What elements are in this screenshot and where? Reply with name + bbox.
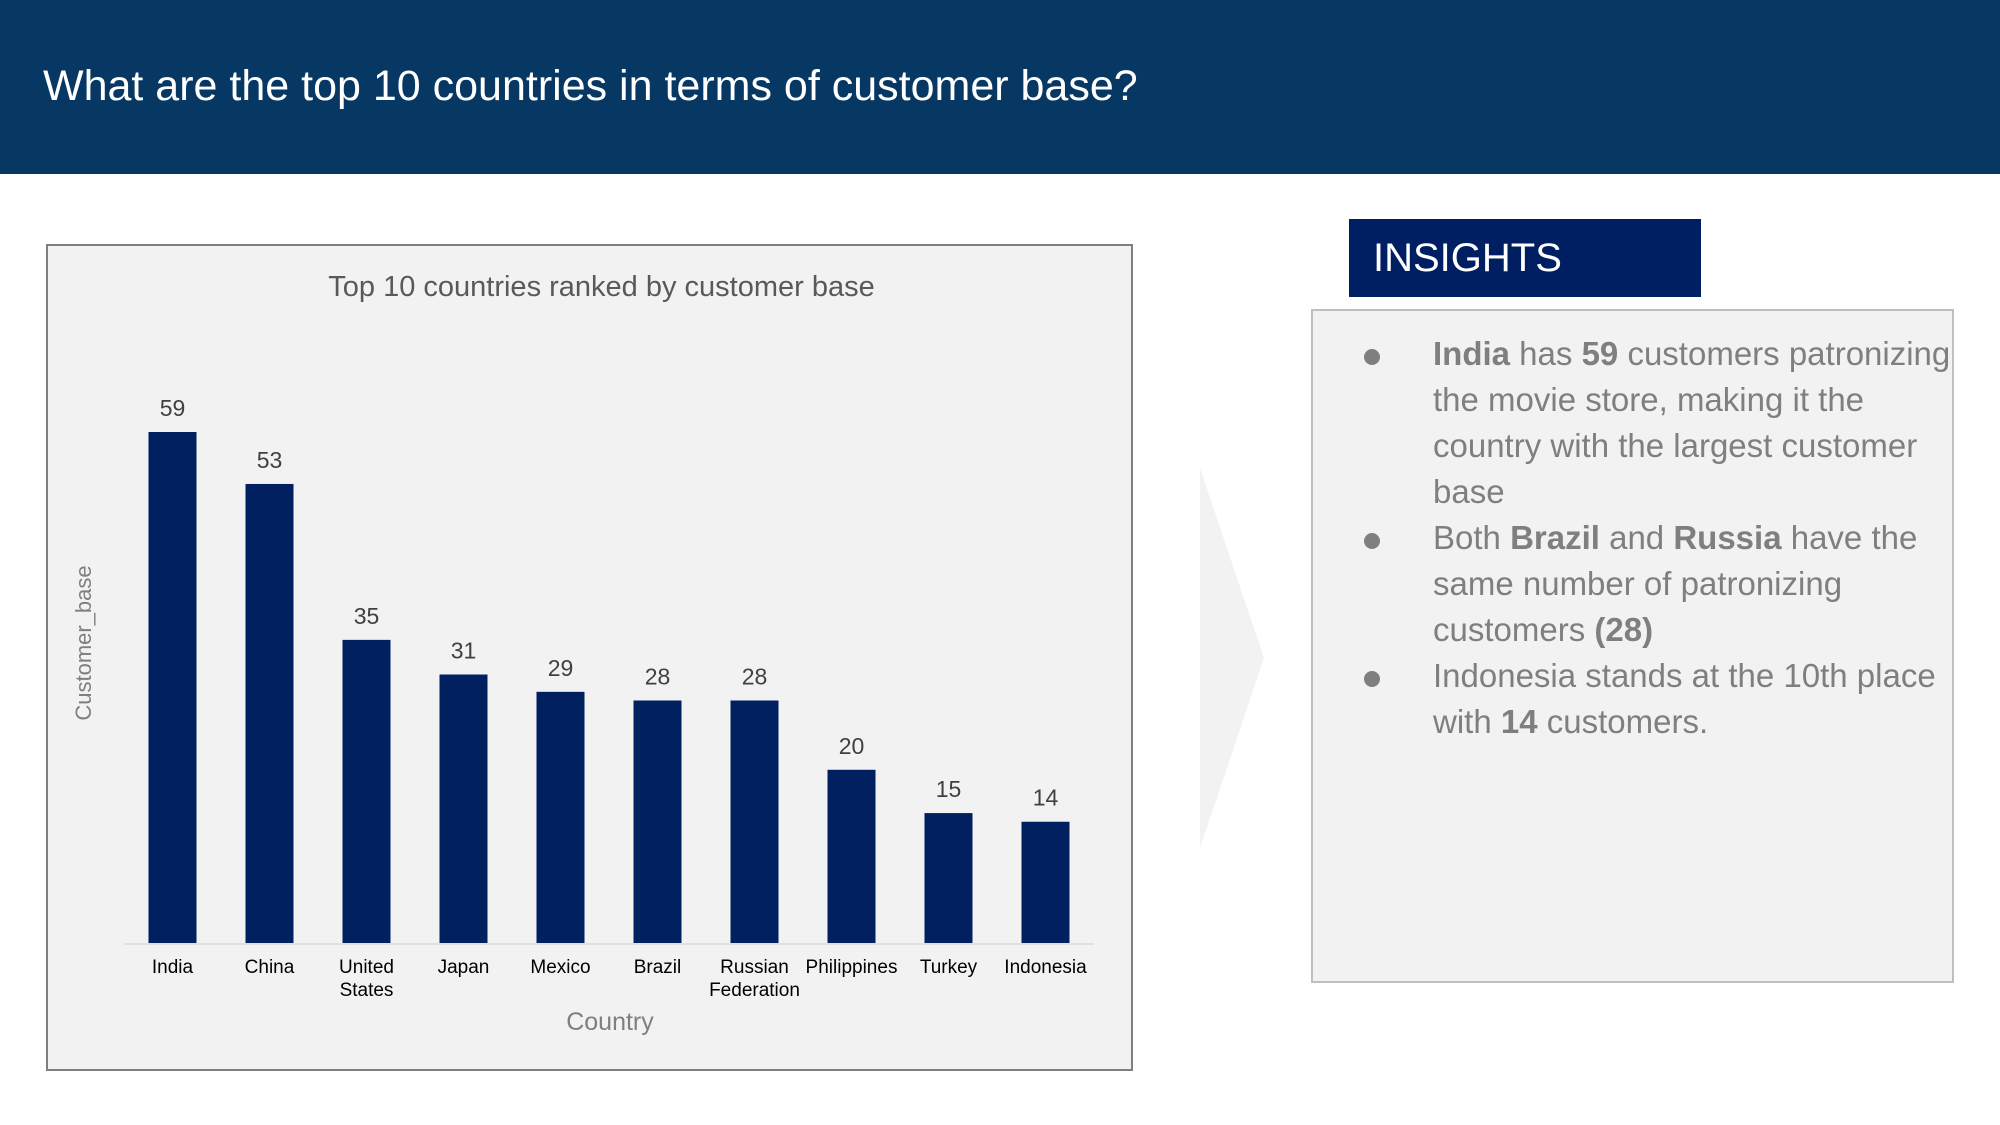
insights-list: India has 59 customers patronizing the m… bbox=[1313, 331, 1953, 745]
insight-item: Indonesia stands at the 10th place with … bbox=[1313, 653, 1953, 745]
data-label: 31 bbox=[451, 638, 477, 664]
tick-label: Turkey bbox=[920, 957, 978, 978]
data-label: 29 bbox=[548, 655, 574, 681]
bar bbox=[633, 700, 682, 943]
insight-text: India has 59 customers patronizing the m… bbox=[1433, 335, 1951, 510]
data-label: 28 bbox=[645, 663, 671, 689]
data-label: 59 bbox=[160, 395, 186, 421]
header-bar: What are the top 10 countries in terms o… bbox=[0, 0, 2000, 174]
data-label: 53 bbox=[257, 447, 283, 473]
insight-item: Both Brazil and Russia have the same num… bbox=[1313, 515, 1953, 653]
data-label: 20 bbox=[839, 733, 865, 759]
data-label: 14 bbox=[1033, 785, 1059, 811]
insight-text: Indonesia stands at the 10th place with … bbox=[1433, 657, 1936, 740]
data-label: 35 bbox=[354, 603, 380, 629]
insights-panel: India has 59 customers patronizing the m… bbox=[1311, 309, 1954, 983]
tick-label: Mexico bbox=[530, 957, 590, 978]
bar bbox=[1021, 821, 1070, 943]
bar-chart: Top 10 countries ranked by customer base… bbox=[71, 271, 1094, 1036]
tick-label: United States bbox=[339, 957, 394, 1001]
insights-header: INSIGHTS bbox=[1349, 219, 1701, 297]
tick-label: Indonesia bbox=[1004, 957, 1087, 978]
chart-panel: Top 10 countries ranked by customer base… bbox=[46, 244, 1133, 1071]
insight-item: India has 59 customers patronizing the m… bbox=[1313, 331, 1953, 515]
tick-label: Brazil bbox=[634, 957, 682, 978]
bullet-icon bbox=[1364, 349, 1380, 365]
insight-text: Both Brazil and Russia have the same num… bbox=[1433, 519, 1918, 648]
bar bbox=[245, 483, 294, 943]
bar bbox=[439, 674, 488, 943]
data-label: 15 bbox=[936, 776, 962, 802]
bar bbox=[730, 700, 779, 943]
tick-label: Philippines bbox=[806, 957, 898, 978]
bullet-icon bbox=[1364, 533, 1380, 549]
bullet-icon bbox=[1364, 671, 1380, 687]
tick-label: China bbox=[245, 957, 295, 978]
insights-title: INSIGHTS bbox=[1373, 236, 1562, 280]
bar bbox=[827, 769, 876, 943]
tick-label: Russian Federation bbox=[709, 957, 800, 1001]
chevron-right-icon bbox=[1200, 468, 1264, 848]
data-label: 28 bbox=[742, 663, 768, 689]
tick-label: Japan bbox=[438, 957, 490, 978]
x-axis-label: Country bbox=[566, 1008, 654, 1036]
y-axis-label: Customer_base bbox=[71, 565, 96, 720]
bar bbox=[148, 432, 197, 943]
bar bbox=[536, 691, 585, 943]
tick-label: India bbox=[152, 957, 194, 978]
chart-title: Top 10 countries ranked by customer base bbox=[328, 271, 874, 303]
bar bbox=[342, 639, 391, 943]
page-title: What are the top 10 countries in terms o… bbox=[43, 62, 1138, 110]
bar bbox=[924, 813, 973, 943]
